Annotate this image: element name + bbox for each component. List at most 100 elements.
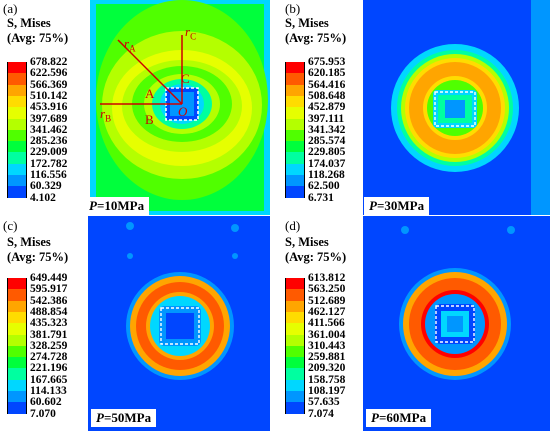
legend-swatch <box>7 289 27 302</box>
legend-value: 678.822 <box>30 56 68 68</box>
panel-a: (a) S, Mises (Avg: 75%) 678.822 622.596 56… <box>0 0 275 215</box>
stress-contour-a <box>90 0 270 215</box>
legend-swatch <box>285 345 305 358</box>
legend-swatch <box>7 186 27 199</box>
legend-value: 172.782 <box>30 157 68 170</box>
legend-value: 174.037 <box>308 157 346 170</box>
legend-swatch <box>285 402 305 415</box>
legend-value: 452.879 <box>308 101 346 114</box>
legend-value: 381.791 <box>30 328 68 341</box>
legend-swatch <box>285 357 305 369</box>
legend-swatch <box>285 152 305 165</box>
legend-value: 564.416 <box>308 78 346 91</box>
legend-title-line1: S, Mises <box>285 235 329 249</box>
annotation-origin-o: O <box>178 104 188 119</box>
legend-swatch <box>285 84 305 97</box>
legend-value: 4.102 <box>30 191 56 204</box>
legend-value: 361.004 <box>308 328 346 341</box>
legend-swatch <box>285 368 305 381</box>
legend-swatch <box>7 73 27 86</box>
legend-swatch <box>285 62 305 74</box>
legend-value: 167.665 <box>30 373 68 386</box>
legend-value: 285.574 <box>308 135 346 148</box>
pressure-label: P=50MPa <box>91 409 157 427</box>
legend-value: 675.953 <box>308 56 346 68</box>
legend-value: 118.268 <box>308 169 345 181</box>
legend-title-line1: S, Mises <box>7 235 51 249</box>
legend-value: 209.320 <box>308 362 346 375</box>
panel-b: (b) S, Mises (Avg: 75%) 675.953 620.185 56… <box>275 0 550 215</box>
panel-label: (c) <box>3 218 18 233</box>
legend-swatch <box>285 300 305 313</box>
legend-swatch <box>7 323 27 335</box>
legend-swatch <box>7 118 27 131</box>
legend-value: 158.758 <box>308 373 346 386</box>
legend-swatch <box>7 163 27 176</box>
legend-title-line1: S, Mises <box>7 16 51 30</box>
legend-swatch <box>285 163 305 176</box>
legend-title-line2: (Avg: 75%) <box>285 31 347 45</box>
legend-value: 274.728 <box>30 351 68 364</box>
legend-value: 512.689 <box>308 294 346 307</box>
legend-value: 462.127 <box>308 305 346 318</box>
legend-swatch <box>285 73 305 86</box>
legend-value: 221.196 <box>30 362 68 375</box>
legend-value: 7.070 <box>30 407 56 420</box>
legend-swatch <box>285 129 305 142</box>
legend-title: S, Mises (Avg: 75%) <box>285 16 346 46</box>
legend-swatch <box>285 186 305 199</box>
legend-swatch <box>7 141 27 153</box>
legend-value: 595.917 <box>30 283 68 296</box>
legend-swatch <box>7 152 27 165</box>
legend-value: 108.197 <box>308 385 346 397</box>
legend-value: 62.500 <box>308 180 340 193</box>
legend-value: 285.236 <box>30 135 68 148</box>
legend-swatch <box>285 334 305 347</box>
legend-value: 397.111 <box>308 112 345 125</box>
legend-value: 7.074 <box>308 407 334 420</box>
legend-swatch <box>7 129 27 142</box>
legend-value: 488.854 <box>30 305 68 318</box>
legend-swatch <box>285 141 305 153</box>
legend-value: 60.602 <box>30 396 62 409</box>
legend-title-line2: (Avg: 75%) <box>7 31 69 45</box>
legend-value: 310.443 <box>308 339 346 352</box>
legend-swatch <box>285 118 305 131</box>
legend-swatch <box>285 289 305 302</box>
annotation-rC: rC <box>185 24 197 42</box>
legend-swatch <box>7 357 27 369</box>
legend-swatch <box>7 278 27 290</box>
legend-value: 229.805 <box>308 146 346 159</box>
legend-swatch <box>7 345 27 358</box>
legend-value: 510.142 <box>30 89 68 102</box>
legend-title: S, Mises (Avg: 75%) <box>7 235 68 265</box>
legend-swatch <box>285 311 305 324</box>
legend-swatch <box>285 379 305 392</box>
legend-value: 453.916 <box>30 101 68 114</box>
legend-value: 622.596 <box>30 67 68 80</box>
legend-value: 114.133 <box>30 385 67 397</box>
legend-swatch <box>285 323 305 335</box>
legend-value: 620.185 <box>308 67 346 80</box>
legend-value: 563.250 <box>308 283 346 296</box>
legend-title-line2: (Avg: 75%) <box>7 250 69 264</box>
legend-value: 6.731 <box>308 191 334 204</box>
legend-value: 341.342 <box>308 123 346 136</box>
legend-value: 649.449 <box>30 272 68 284</box>
annotation-rB: rB <box>100 106 112 124</box>
legend-swatch <box>7 311 27 324</box>
legend-swatch <box>285 278 305 290</box>
legend-value: 259.881 <box>308 351 346 364</box>
legend-title-line1: S, Mises <box>285 16 329 30</box>
legend-value: 116.556 <box>30 169 67 181</box>
legend-value: 341.462 <box>30 123 68 136</box>
legend-swatch <box>7 391 27 403</box>
legend-swatch <box>285 95 305 108</box>
legend-value: 411.566 <box>308 317 345 330</box>
annotation-point-a: A <box>145 86 155 101</box>
pressure-label: P=60MPa <box>366 409 432 427</box>
legend-swatch <box>7 368 27 381</box>
panel-label: (d) <box>285 218 301 233</box>
legend-swatch <box>7 62 27 74</box>
legend-swatch <box>7 84 27 97</box>
